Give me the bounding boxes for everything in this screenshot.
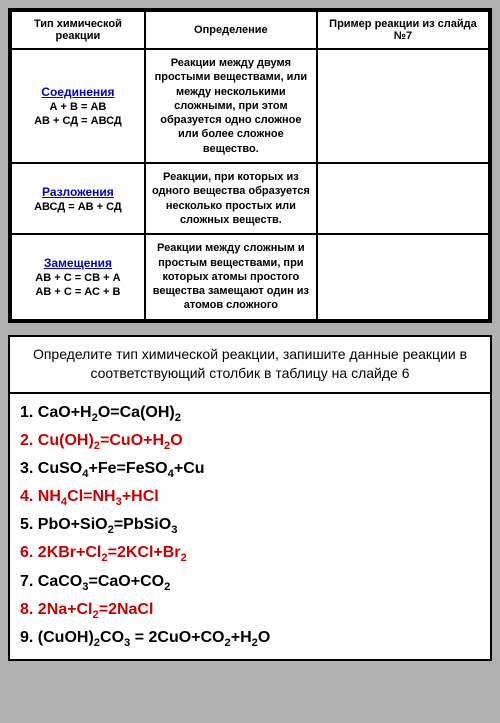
reactions-list: 1. CaO+H2O=Ca(OH)22. Cu(OH)2=CuO+H2O3. C…	[10, 394, 490, 659]
type-formula-0-0: А + В = АВ	[16, 101, 140, 113]
types-table-body: Соединения А + В = АВ АВ + СД = АВСД Реа…	[11, 49, 489, 320]
reaction-line: 3. CuSO4+Fe=FeSO4+Cu	[20, 456, 480, 484]
header-definition: Определение	[145, 11, 317, 49]
reaction-line: 1. CaO+H2O=Ca(OH)2	[20, 400, 480, 428]
reaction-line: 4. NH4Cl=NH3+HCl	[20, 484, 480, 512]
type-formula-2-0: АВ + С = СВ + А	[16, 272, 140, 284]
type-cell-2: Замещения АВ + С = СВ + А АВ + С = АС + …	[11, 234, 145, 319]
header-type: Тип химической реакции	[11, 11, 145, 49]
type-formula-0-1: АВ + СД = АВСД	[16, 115, 140, 127]
header-example: Пример реакции из слайда №7	[317, 11, 489, 49]
type-name-0: Соединения	[16, 85, 140, 99]
example-2	[317, 234, 489, 319]
example-1	[317, 163, 489, 234]
types-table-panel: Тип химической реакции Определение Приме…	[8, 8, 492, 323]
types-table: Тип химической реакции Определение Приме…	[10, 10, 490, 321]
reaction-line: 5. PbO+SiO2=PbSiO3	[20, 512, 480, 540]
task-header: Определите тип химической реакции, запиш…	[10, 337, 490, 394]
reaction-line: 7. CaCO3=CaO+CO2	[20, 569, 480, 597]
type-formula-1-0: АВСД = АВ + СД	[16, 201, 140, 213]
reaction-line: 6. 2KBr+Cl2=2KCl+Br2	[20, 540, 480, 568]
table-row: Разложения АВСД = АВ + СД Реакции, при к…	[11, 163, 489, 234]
definition-0: Реакции между двумя простыми веществами,…	[145, 49, 317, 163]
task-panel: Определите тип химической реакции, запиш…	[8, 335, 492, 661]
type-name-2: Замещения	[16, 256, 140, 270]
table-row: Соединения А + В = АВ АВ + СД = АВСД Реа…	[11, 49, 489, 163]
table-row: Замещения АВ + С = СВ + А АВ + С = АС + …	[11, 234, 489, 319]
example-0	[317, 49, 489, 163]
type-name-1: Разложения	[16, 185, 140, 199]
type-cell-0: Соединения А + В = АВ АВ + СД = АВСД	[11, 49, 145, 163]
definition-1: Реакции, при которых из одного вещества …	[145, 163, 317, 234]
type-cell-1: Разложения АВСД = АВ + СД	[11, 163, 145, 234]
type-formula-2-1: АВ + С = АС + В	[16, 286, 140, 298]
reaction-line: 9. (CuOH)2CO3 = 2CuO+CO2+H2O	[20, 625, 480, 653]
reaction-line: 2. Cu(OH)2=CuO+H2O	[20, 428, 480, 456]
reaction-line: 8. 2Na+Cl2=2NaCl	[20, 597, 480, 625]
definition-2: Реакции между сложным и простым вещества…	[145, 234, 317, 319]
